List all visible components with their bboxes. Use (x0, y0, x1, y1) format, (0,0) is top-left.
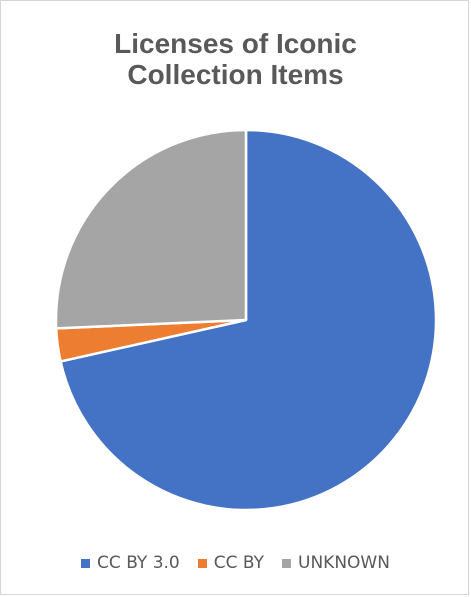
legend-item-cc-by-3: CC BY 3.0 (81, 553, 180, 573)
legend-swatch-cc-by-3 (81, 558, 91, 568)
legend-item-cc-by: CC BY (197, 553, 265, 573)
legend-swatch-cc-by (197, 558, 207, 568)
legend-label-unknown: UNKNOWN (298, 553, 390, 573)
pie-slice-cc-by-3-0 (59, 128, 438, 512)
legend-item-unknown: UNKNOWN (282, 553, 390, 573)
chart-title-line-1: Licenses of Iconic (114, 28, 357, 59)
chart-title-line-2: Collection Items (127, 59, 344, 90)
pie-slice-unknown (54, 128, 248, 330)
legend-label-cc-by-3: CC BY 3.0 (97, 553, 180, 573)
pie-slices (54, 128, 438, 512)
legend-swatch-unknown (282, 558, 292, 568)
legend-label-cc-by: CC BY (213, 553, 265, 573)
chart-title: Licenses of Iconic Collection Items (0, 28, 471, 90)
chart-legend: CC BY 3.0 CC BY UNKNOWN (0, 553, 471, 573)
